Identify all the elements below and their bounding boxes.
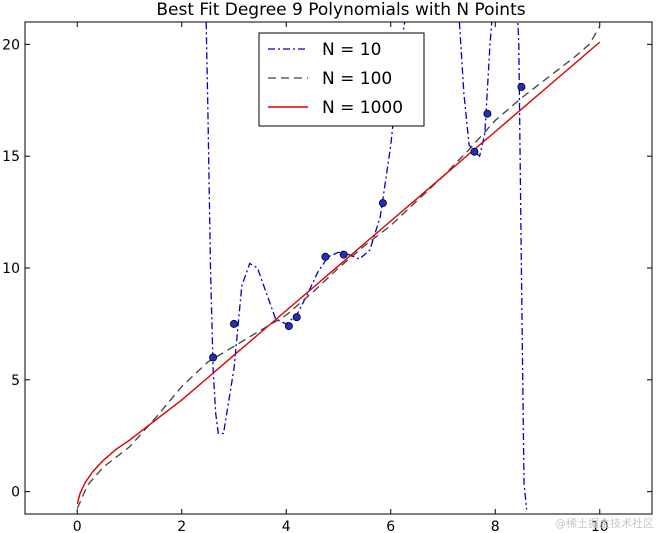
y-tick-label: 0 bbox=[11, 485, 20, 501]
y-tick-label: 5 bbox=[11, 373, 20, 389]
x-tick-label: 6 bbox=[386, 519, 395, 533]
x-tick-label: 8 bbox=[491, 519, 500, 533]
data-point bbox=[339, 250, 348, 259]
data-point bbox=[483, 109, 492, 118]
data-point bbox=[284, 322, 293, 331]
legend-label-3: N = 1000 bbox=[322, 98, 403, 118]
x-tick-label: 2 bbox=[177, 519, 186, 533]
data-point bbox=[321, 252, 330, 261]
x-tick-label: 10 bbox=[591, 519, 609, 533]
data-point bbox=[470, 147, 479, 156]
data-point bbox=[229, 319, 238, 328]
data-point bbox=[517, 82, 526, 91]
y-tick-label: 10 bbox=[2, 261, 20, 277]
watermark: @稀土掘金技术社区 bbox=[555, 516, 654, 530]
y-tick-label: 15 bbox=[2, 149, 20, 165]
chart-title: Best Fit Degree 9 Polynomials with N Poi… bbox=[156, 0, 525, 20]
legend-label-2: N = 100 bbox=[322, 69, 392, 89]
x-tick-label: 0 bbox=[73, 519, 82, 533]
x-tick-label: 4 bbox=[282, 519, 291, 533]
data-point bbox=[292, 313, 301, 322]
data-point bbox=[378, 199, 387, 208]
data-point bbox=[209, 353, 218, 362]
y-tick-label: 20 bbox=[2, 37, 20, 53]
series-line-3 bbox=[76, 41, 601, 505]
legend-label-1: N = 10 bbox=[322, 40, 381, 60]
